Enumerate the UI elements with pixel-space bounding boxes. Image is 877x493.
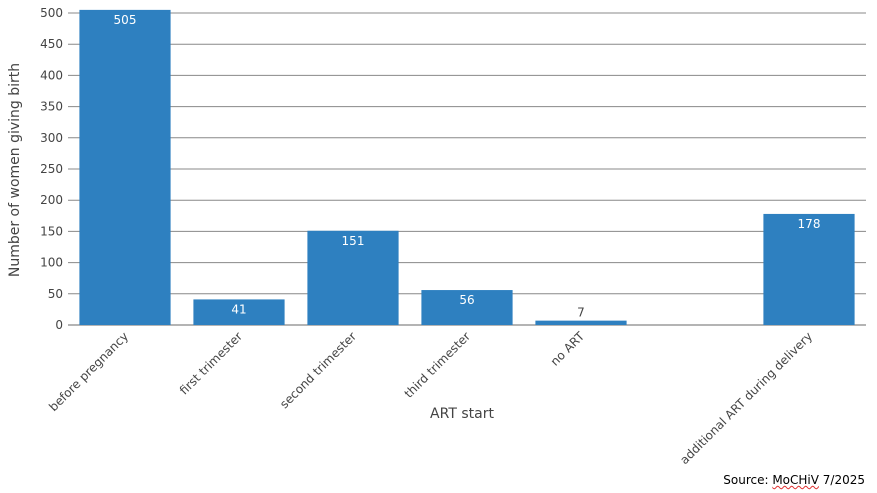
- data-label: 7: [577, 306, 585, 320]
- gridlines: [68, 12, 866, 326]
- y-tick-label: 0: [55, 318, 63, 332]
- x-tick-label: first trimester: [177, 329, 245, 397]
- y-tick-label: 200: [40, 193, 63, 207]
- y-tick-label: 50: [48, 287, 63, 301]
- x-tick-labels: before pregnancy first trimester second tr…: [46, 329, 815, 467]
- source-name: MoCHiV: [772, 473, 819, 487]
- data-label: 178: [798, 217, 821, 231]
- x-tick-label: additional ART during delivery: [677, 329, 815, 467]
- data-label: 41: [231, 302, 246, 316]
- y-tick-label: 450: [40, 37, 63, 51]
- source-date: 7/2025: [818, 473, 865, 487]
- bar: [307, 230, 399, 325]
- bar: [193, 299, 285, 325]
- y-tick-label: 500: [40, 6, 63, 20]
- bar: [421, 290, 513, 325]
- y-axis-title: Number of women giving birth: [7, 63, 23, 277]
- bar: [79, 9, 171, 325]
- y-tick-label: 250: [40, 162, 63, 176]
- y-tick-label: 300: [40, 131, 63, 145]
- source-note: Source: MoCHiV 7/2025: [723, 473, 865, 487]
- bar: [535, 320, 627, 325]
- y-tick-labels: 0 50 100 150 200 250 300 350 400 450 500: [40, 6, 63, 332]
- y-tick-label: 150: [40, 224, 63, 238]
- y-tick-label: 100: [40, 256, 63, 270]
- y-tick-label: 400: [40, 68, 63, 82]
- bar: [763, 213, 855, 325]
- x-tick-label: third trimester: [402, 329, 474, 401]
- x-tick-label: no ART: [548, 329, 588, 369]
- x-tick-label: second trimester: [277, 329, 359, 411]
- data-label: 56: [459, 293, 474, 307]
- data-label: 505: [114, 13, 137, 27]
- x-tick-label: before pregnancy: [46, 329, 131, 414]
- data-labels: 505 41 151 56 7 178: [114, 13, 821, 320]
- y-tick-label: 350: [40, 100, 63, 114]
- bars: [79, 9, 855, 325]
- x-axis-title: ART start: [430, 406, 494, 422]
- data-label: 151: [342, 234, 365, 248]
- source-prefix: Source:: [723, 473, 773, 487]
